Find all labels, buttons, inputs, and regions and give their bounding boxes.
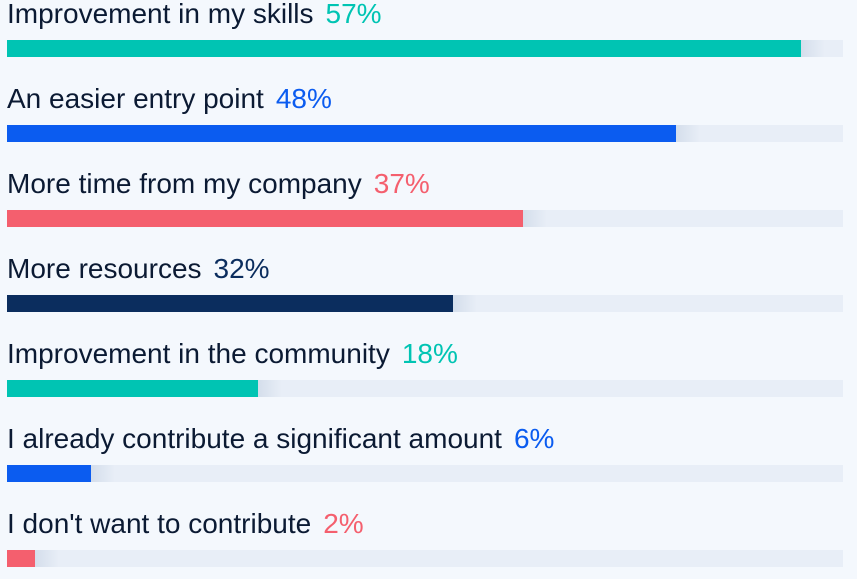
bar-label-line: I already contribute a significant amoun… bbox=[7, 422, 554, 456]
category-label: I already contribute a significant amoun… bbox=[7, 423, 502, 454]
value-label: 2% bbox=[323, 508, 364, 539]
bar-fill bbox=[7, 550, 35, 567]
bar-fill bbox=[7, 40, 801, 57]
bar-label-line: Improvement in my skills 57% bbox=[7, 0, 382, 31]
bar-label-line: I don't want to contribute 2% bbox=[7, 507, 364, 541]
bar-track bbox=[7, 125, 843, 142]
category-label: Improvement in the community bbox=[7, 338, 390, 369]
bar-shadow bbox=[801, 40, 825, 57]
bar-track bbox=[7, 40, 843, 57]
category-label: More resources bbox=[7, 253, 202, 284]
bar-track bbox=[7, 550, 843, 567]
value-label: 6% bbox=[513, 423, 555, 454]
bar-shadow bbox=[258, 380, 282, 397]
value-label: 48% bbox=[275, 83, 332, 114]
bar-label-line: More time from my company 37% bbox=[7, 167, 430, 201]
bar-label-line: More resources 32% bbox=[7, 252, 270, 286]
category-label: More time from my company bbox=[7, 168, 362, 199]
bar-track bbox=[7, 465, 843, 482]
bar-fill bbox=[7, 380, 258, 397]
bar-shadow bbox=[35, 550, 59, 567]
bar-track bbox=[7, 295, 843, 312]
bar-shadow bbox=[676, 125, 700, 142]
bar-track bbox=[7, 380, 843, 397]
value-label: 32% bbox=[213, 253, 270, 284]
bar-fill bbox=[7, 295, 453, 312]
bar-fill bbox=[7, 210, 523, 227]
bar-fill bbox=[7, 465, 91, 482]
bar-shadow bbox=[523, 210, 547, 227]
category-label: Improvement in my skills bbox=[7, 0, 314, 29]
bar-shadow bbox=[453, 295, 477, 312]
category-label: I don't want to contribute bbox=[7, 508, 312, 539]
value-label: 57% bbox=[325, 0, 382, 29]
bar-track bbox=[7, 210, 843, 227]
category-label: An easier entry point bbox=[7, 83, 264, 114]
value-label: 18% bbox=[401, 338, 458, 369]
bar-label-line: An easier entry point 48% bbox=[7, 82, 332, 116]
bar-shadow bbox=[91, 465, 115, 482]
value-label: 37% bbox=[373, 168, 430, 199]
bar-fill bbox=[7, 125, 676, 142]
bar-label-line: Improvement in the community 18% bbox=[7, 337, 458, 371]
